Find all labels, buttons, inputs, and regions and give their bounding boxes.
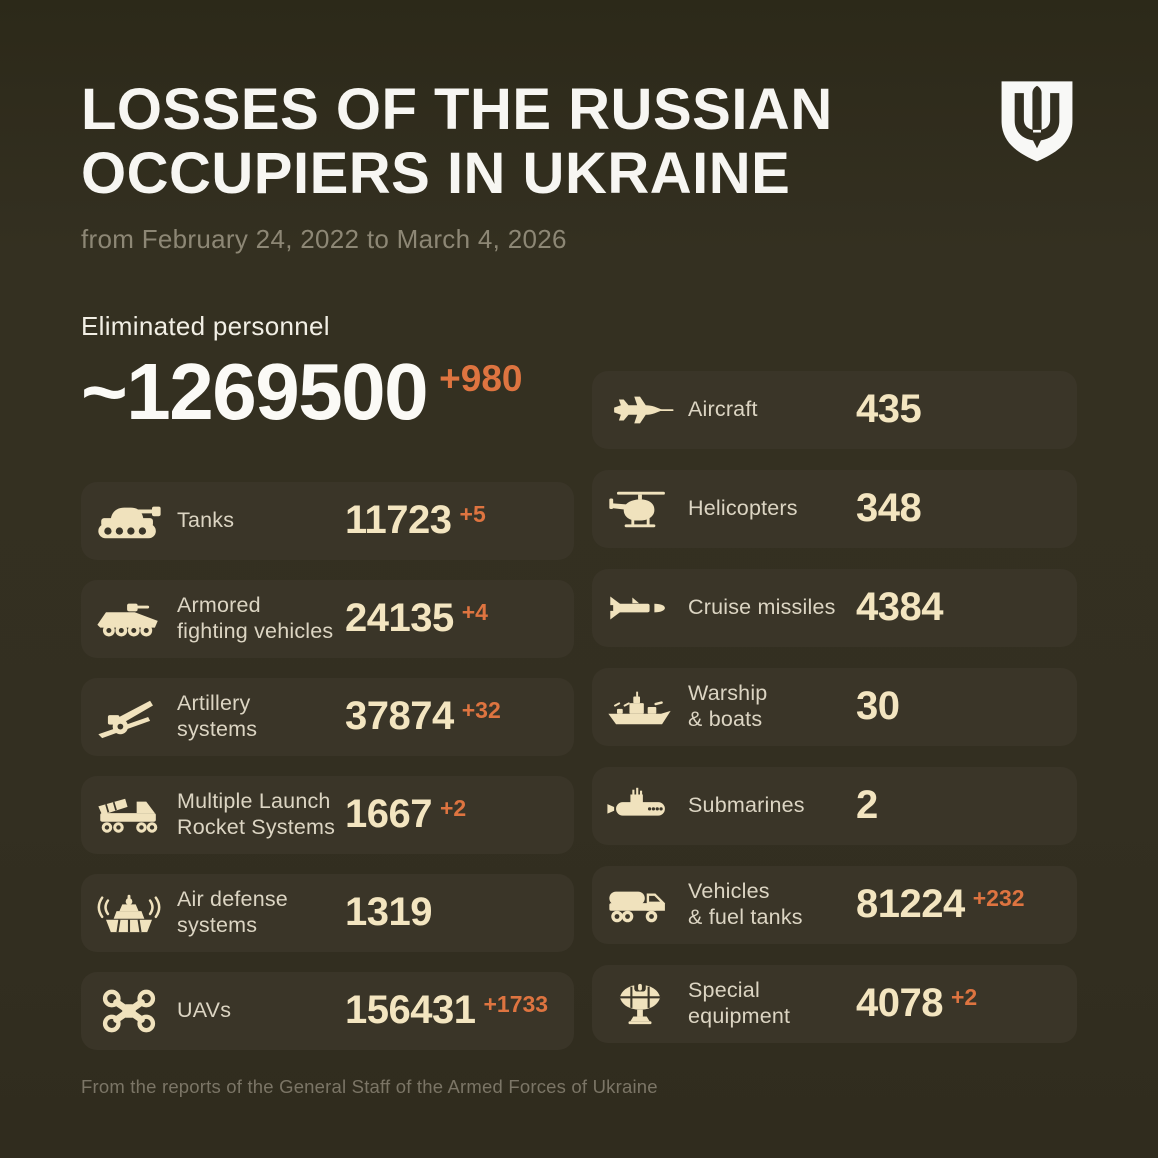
stat-card-submarines: Submarines 2 [592,766,1077,845]
warship-icon [592,684,688,730]
helicopter-icon [592,486,688,532]
cruise-missile-icon [592,585,688,631]
stat-value: 37874 [345,694,454,739]
stat-delta: +5 [459,501,486,528]
stat-label: Aircraft [688,396,758,421]
stat-label: Tanks [177,507,235,532]
date-range: from February 24, 2022 to March 4, 2026 [81,223,567,254]
stat-value: 30 [856,684,900,729]
stat-label: Vehicles & fuel tanks [688,879,803,929]
stat-value: 435 [856,387,922,432]
armored-vehicle-icon [81,596,177,642]
stat-value: 4078 [856,981,943,1026]
stat-card-tanks: Tanks 11723 +5 [81,481,574,560]
stat-delta: +32 [461,697,501,724]
stat-label: Artillery systems [177,691,258,741]
stat-value: 156431 [345,988,476,1033]
stat-label: Special equipment [688,978,791,1028]
personnel-delta: +980 [439,357,523,399]
submarine-icon [592,783,688,829]
title-line-1: LOSSES OF THE RUSSIAN [81,77,833,142]
tank-icon [81,498,177,544]
stat-label: Multiple Launch Rocket Systems [177,789,336,839]
stat-value: 4384 [856,585,943,630]
stat-card-warships: Warship & boats 30 [592,667,1077,746]
stat-card-artillery: Artillery systems 37874 +32 [81,677,574,756]
stat-card-aircraft: Aircraft 435 [592,370,1077,449]
mlrs-icon [81,792,177,838]
stat-card-mlrs: Multiple Launch Rocket Systems 1667 +2 [81,775,574,854]
stat-card-special-equipment: Special equipment 4078 +2 [592,964,1077,1043]
special-equipment-icon [592,981,688,1027]
stat-label: Helicopters [688,495,798,520]
stat-card-uavs: UAVs 156431 +1733 [81,971,574,1050]
personnel-block: Eliminated personnel ~1269500 +980 [81,311,574,438]
title-line-2: OCCUPIERS IN UKRAINE [81,140,791,206]
personnel-label: Eliminated personnel [81,310,330,341]
stat-value: 24135 [345,596,454,641]
stat-value: 2 [856,783,878,828]
stat-label: Air defense systems [177,887,288,937]
artillery-icon [81,694,177,740]
truck-icon [592,882,688,928]
stat-value: 1667 [345,792,432,837]
aircraft-icon [592,387,688,433]
stat-card-vehicles: Vehicles & fuel tanks 81224 +232 [592,865,1077,944]
stat-delta: +232 [972,885,1025,912]
right-column: Aircraft 435 [592,370,1077,1050]
stat-card-helicopters: Helicopters 348 [592,469,1077,548]
stat-card-armored-vehicles: Armored fighting vehicles 24135 +4 [81,579,574,658]
stat-label: UAVs [177,997,232,1022]
stat-value: 11723 [345,498,452,543]
stat-label: Submarines [688,792,805,817]
air-defense-icon [81,890,177,936]
stat-card-air-defense: Air defense systems 1319 [81,873,574,952]
ukraine-trident-shield-icon [997,80,1077,164]
stat-label: Warship & boats [688,681,768,731]
stat-delta: +2 [439,795,467,822]
stat-value: 81224 [856,882,965,927]
uav-icon [81,988,177,1034]
page-title: LOSSES OF THE RUSSIAN OCCUPIERS IN UKRAI… [81,78,1077,206]
stat-value: 348 [856,486,922,531]
stat-delta: +4 [461,599,488,626]
stat-value: 1319 [345,890,432,935]
stat-delta: +2 [950,984,978,1011]
personnel-value: ~1269500 [81,346,429,436]
stats-grid: Eliminated personnel ~1269500 +980 [81,311,1077,1050]
stat-label: Cruise missiles [688,594,836,619]
stat-label: Armored fighting vehicles [177,593,334,643]
left-column: Eliminated personnel ~1269500 +980 [81,311,574,1050]
stat-card-cruise-missiles: Cruise missiles 4384 [592,568,1077,647]
stat-delta: +1733 [483,991,549,1018]
source-note: From the reports of the General Staff of… [81,1075,658,1097]
